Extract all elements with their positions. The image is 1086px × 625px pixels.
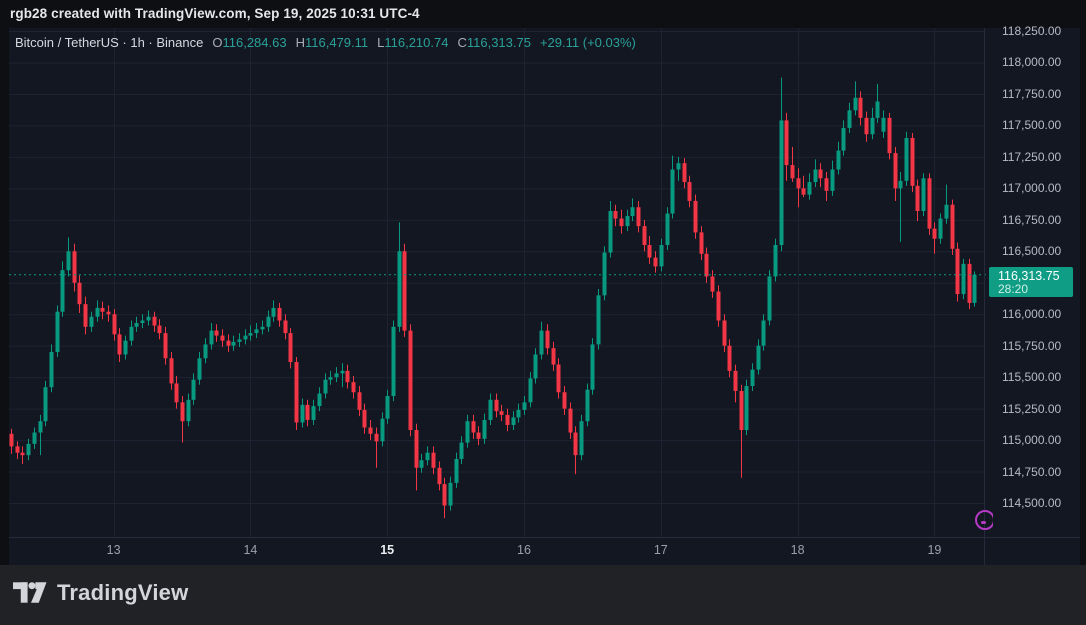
- chart-pane-background: [9, 28, 1080, 565]
- ohlc-value: 116,210.74: [384, 35, 449, 50]
- current-price-badge: 116,313.75 28:20: [989, 266, 1073, 297]
- price-tick-label: 116,500.00: [1002, 244, 1062, 259]
- price-tick-label: 114,500.00: [1002, 496, 1062, 511]
- price-tick-label: 117,250.00: [1002, 149, 1062, 164]
- time-tick-label: 19: [927, 543, 942, 557]
- ohlc-letter: C: [457, 35, 467, 50]
- ohlc-value: 116,313.75: [466, 35, 531, 50]
- price-tick-label: 116,000.00: [1002, 307, 1062, 322]
- ohlc-letter: H: [295, 35, 305, 50]
- grid-lines: [9, 28, 984, 537]
- price-tick-label: 117,750.00: [1002, 86, 1062, 101]
- symbol-legend[interactable]: Bitcoin / TetherUS · 1h · Binance O116,28…: [15, 35, 636, 50]
- price-tick-label: 117,500.00: [1002, 118, 1062, 133]
- price-tick-label: 115,250.00: [1002, 401, 1062, 416]
- time-tick-label: 17: [653, 543, 668, 557]
- bar-close-countdown: 28:20: [998, 281, 1029, 296]
- ohlc-values: O116,284.63 H116,479.11 L116,210.74 C116,31…: [203, 35, 531, 50]
- price-tick-label: 118,250.00: [1002, 24, 1062, 39]
- time-tick-label: 14: [243, 543, 258, 557]
- price-tick-label: 115,000.00: [1002, 433, 1062, 448]
- price-change: +29.11 (+0.03%): [539, 35, 636, 50]
- current-price-label: 116,313.75: [998, 268, 1060, 283]
- price-tick-label: 115,500.00: [1002, 370, 1062, 385]
- footer-bar: TradingView: [0, 565, 1086, 625]
- price-tick-label: 114,750.00: [1002, 464, 1062, 479]
- ohlc-value: 116,284.63: [222, 35, 287, 50]
- tradingview-logo[interactable]: TradingView: [13, 579, 188, 606]
- time-tick-label: 16: [517, 543, 531, 557]
- ohlc-value: 116,479.11: [304, 35, 369, 50]
- tradingview-logo-icon: [13, 582, 47, 603]
- price-tick-label: 117,000.00: [1002, 181, 1062, 196]
- time-tick-label: 15: [380, 543, 395, 557]
- price-tick-label: 118,000.00: [1002, 55, 1062, 70]
- symbol-title[interactable]: Bitcoin / TetherUS · 1h · Binance: [15, 35, 204, 50]
- price-tick-label: 116,750.00: [1002, 212, 1062, 227]
- candles: [9, 77, 977, 519]
- ohlc-letter: O: [212, 35, 223, 50]
- time-tick-label: 13: [106, 543, 121, 557]
- attribution-text: rgb28 created with TradingView.com, Sep …: [10, 6, 420, 21]
- price-tick-label: 115,750.00: [1002, 338, 1062, 353]
- ohlc-letter: L: [377, 35, 385, 50]
- tradingview-logo-text: TradingView: [57, 579, 189, 605]
- time-tick-label: 18: [790, 543, 805, 557]
